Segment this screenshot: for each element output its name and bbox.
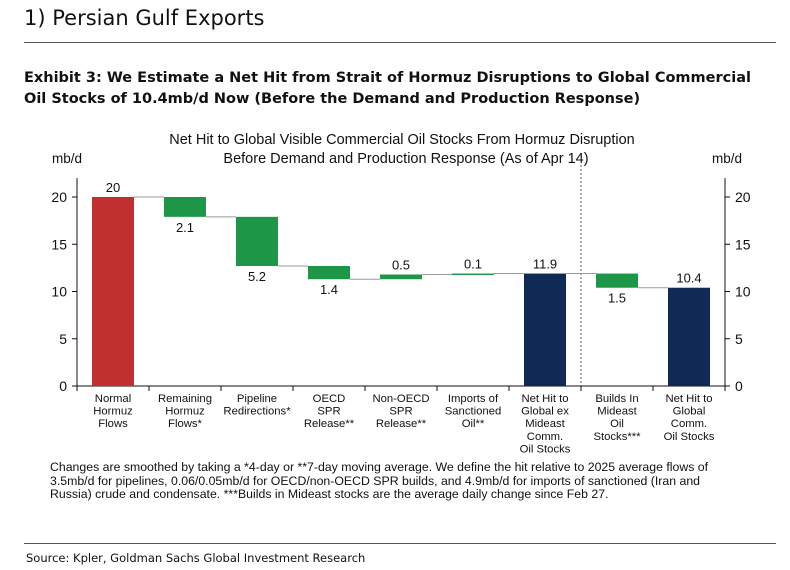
category-label: Pipeline Redirections* bbox=[223, 393, 291, 418]
data-label: 20 bbox=[106, 180, 120, 195]
category-label: Net Hit to Global Comm. Oil Stocks bbox=[664, 393, 715, 443]
category-label: Non-OECD SPR Release** bbox=[372, 393, 429, 430]
top-rule bbox=[24, 42, 776, 43]
y-tick-label-right: 20 bbox=[735, 189, 751, 205]
y-tick-label-right: 15 bbox=[735, 236, 751, 252]
bottom-rule bbox=[24, 543, 776, 544]
bar bbox=[596, 273, 638, 288]
section-title: 1) Persian Gulf Exports bbox=[24, 6, 265, 30]
bar bbox=[236, 216, 278, 266]
source-note: Source: Kpler, Goldman Sachs Global Inve… bbox=[26, 551, 366, 565]
data-label: 2.1 bbox=[176, 220, 194, 235]
y-tick-label-right: 0 bbox=[735, 378, 743, 394]
chart-title-line2: Before Demand and Production Response (A… bbox=[223, 151, 588, 167]
data-label: 10.4 bbox=[676, 271, 701, 286]
data-label: 1.5 bbox=[608, 291, 626, 306]
data-label: 11.9 bbox=[533, 257, 557, 272]
bar bbox=[380, 274, 422, 280]
data-label: 1.4 bbox=[320, 282, 338, 297]
bar bbox=[308, 265, 350, 280]
data-label: 0.5 bbox=[392, 257, 410, 272]
data-label: 0.1 bbox=[464, 257, 482, 272]
category-label: Net Hit to Global ex Mideast Comm. Oil Stock… bbox=[520, 393, 571, 455]
bar bbox=[524, 273, 566, 386]
y-tick-label-left: 15 bbox=[51, 236, 67, 252]
category-label: Normal Hormuz Flows bbox=[93, 393, 133, 430]
bar bbox=[668, 287, 710, 386]
bar bbox=[452, 273, 494, 276]
waterfall-chart: Net Hit to Global Visible Commercial Oil… bbox=[51, 132, 751, 455]
bar bbox=[92, 197, 134, 386]
y-axis-label-left: mb/d bbox=[52, 151, 82, 166]
y-tick-label-right: 5 bbox=[735, 331, 743, 347]
y-tick-label-left: 20 bbox=[51, 189, 67, 205]
category-label: Builds In Mideast Oil Stocks*** bbox=[593, 393, 641, 443]
y-tick-label-left: 0 bbox=[59, 378, 67, 394]
bar bbox=[164, 197, 206, 217]
category-label: Remaining Hormuz Flows* bbox=[158, 393, 212, 430]
chart-footnote: Changes are smoothed by taking a *4-day … bbox=[50, 460, 709, 502]
y-tick-label-right: 10 bbox=[735, 284, 751, 300]
y-tick-label-left: 10 bbox=[51, 284, 67, 300]
data-label: 5.2 bbox=[248, 269, 266, 284]
category-label: OECD SPR Release** bbox=[304, 393, 355, 430]
category-label: Imports of Sanctioned Oil** bbox=[445, 393, 502, 430]
chart-title-line1: Net Hit to Global Visible Commercial Oil… bbox=[169, 132, 634, 148]
y-axis-label-right: mb/d bbox=[712, 151, 742, 166]
y-tick-label-left: 5 bbox=[59, 331, 67, 347]
exhibit-title: Exhibit 3: We Estimate a Net Hit from St… bbox=[24, 70, 751, 107]
